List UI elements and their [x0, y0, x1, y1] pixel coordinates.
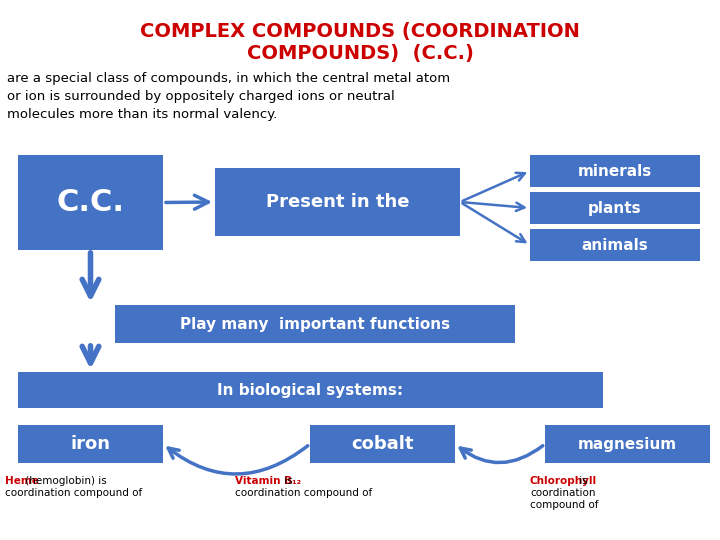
FancyBboxPatch shape [530, 155, 700, 187]
FancyBboxPatch shape [18, 155, 163, 250]
FancyBboxPatch shape [18, 425, 163, 463]
FancyBboxPatch shape [530, 192, 700, 224]
Text: Heme: Heme [5, 476, 39, 486]
Text: Play many  important functions: Play many important functions [180, 316, 450, 332]
Text: Chlorophyll: Chlorophyll [530, 476, 597, 486]
Text: coordination: coordination [530, 488, 595, 498]
Text: plants: plants [588, 200, 642, 215]
Text: minerals: minerals [578, 164, 652, 179]
Text: COMPOUNDS)  (C.C.): COMPOUNDS) (C.C.) [246, 44, 474, 63]
FancyBboxPatch shape [530, 229, 700, 261]
Text: iron: iron [71, 435, 110, 453]
FancyBboxPatch shape [215, 168, 460, 236]
Text: In biological systems:: In biological systems: [217, 382, 404, 397]
Text: cobalt: cobalt [351, 435, 414, 453]
Text: compound of: compound of [530, 500, 598, 510]
Text: animals: animals [582, 238, 649, 253]
Text: coordination compound of: coordination compound of [235, 488, 372, 498]
FancyBboxPatch shape [18, 372, 603, 408]
Text: (hemoglobin) is: (hemoglobin) is [22, 476, 107, 486]
Text: Vitamin B₁₂: Vitamin B₁₂ [235, 476, 301, 486]
Text: Present in the: Present in the [266, 193, 409, 211]
Text: COMPLEX COMPOUNDS (COORDINATION: COMPLEX COMPOUNDS (COORDINATION [140, 22, 580, 41]
FancyArrowPatch shape [460, 446, 543, 463]
Text: magnesium: magnesium [578, 436, 677, 451]
Text: is: is [282, 476, 293, 486]
FancyBboxPatch shape [545, 425, 710, 463]
FancyBboxPatch shape [310, 425, 455, 463]
Text: coordination compound of: coordination compound of [5, 488, 143, 498]
Text: is: is [576, 476, 588, 486]
Text: are a special class of compounds, in which the central metal atom
or ion is surr: are a special class of compounds, in whi… [7, 72, 450, 121]
FancyArrowPatch shape [168, 446, 308, 474]
Text: C.C.: C.C. [56, 188, 125, 217]
FancyBboxPatch shape [115, 305, 515, 343]
